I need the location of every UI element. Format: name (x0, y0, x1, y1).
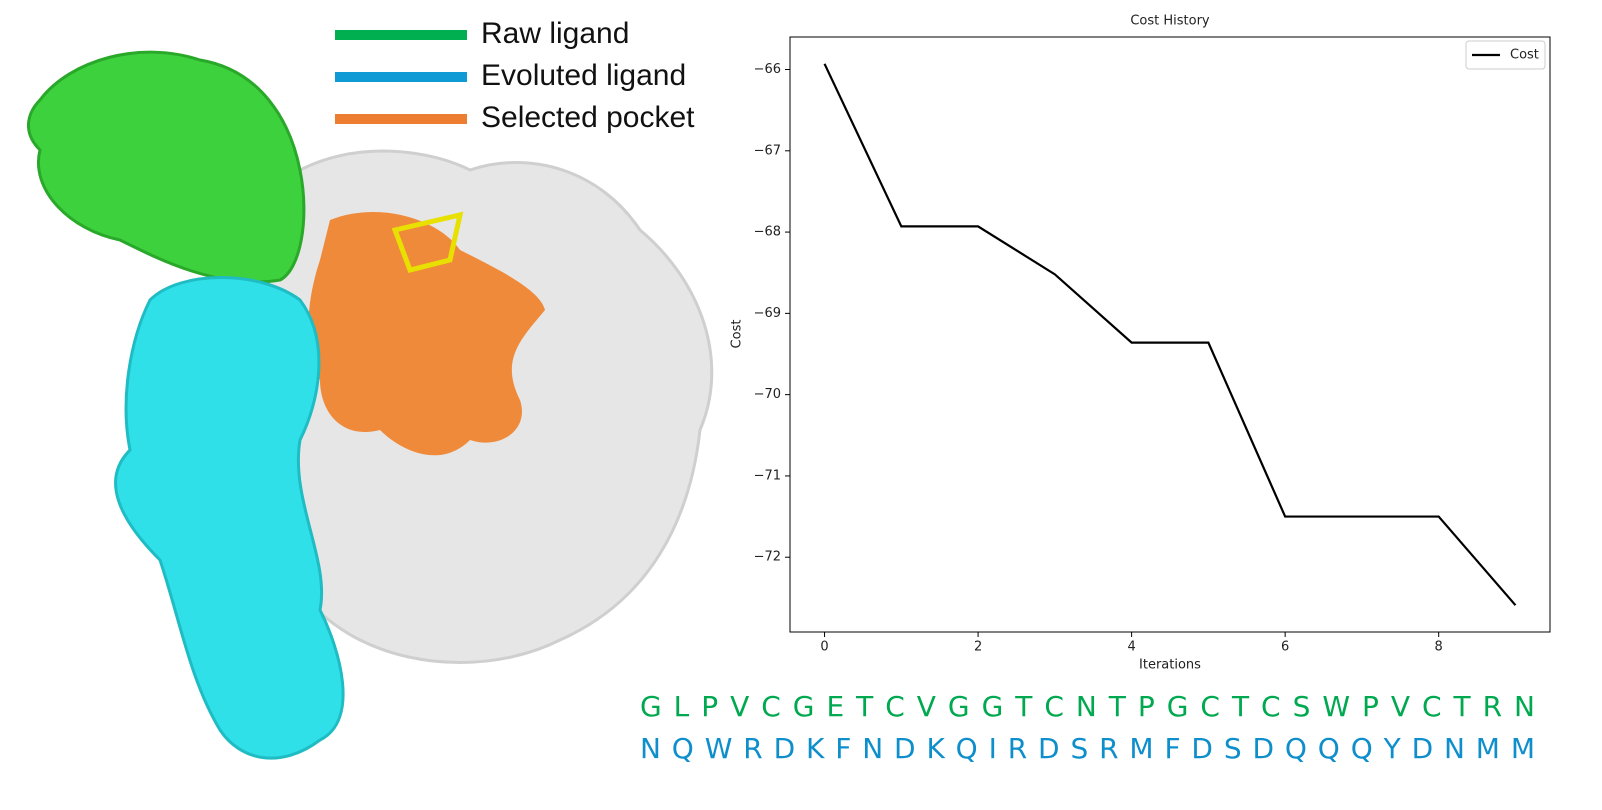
raw-ligand-surface (26, 50, 306, 284)
legend-label: Evoluted ligand (481, 59, 686, 92)
y-tick-label: −67 (754, 143, 781, 158)
x-tick-label: 6 (1281, 640, 1289, 655)
cost-line (823, 63, 1517, 606)
y-tick-label: −68 (754, 225, 781, 240)
x-axis-label: Iterations (1139, 658, 1201, 673)
y-tick-label: −72 (754, 550, 781, 565)
x-tick-label: 2 (974, 640, 982, 655)
evoluted-ligand-surface (114, 276, 345, 760)
y-tick-label: −69 (754, 306, 781, 321)
chart-title: Cost History (1130, 14, 1210, 29)
sequences: G L P V C G E T C V G G T C N T P G C T … (640, 690, 1535, 765)
sequence: N Q W R D K F N D K Q I R D S R M F D S … (640, 732, 1535, 765)
figure-legend: Raw ligand Evoluted ligand Selected pocket (335, 17, 695, 134)
x-tick-label: 4 (1127, 640, 1135, 655)
legend-box (1465, 40, 1546, 70)
ligand-sticks (391, 211, 464, 273)
sequence: G L P V C G E T C V G G T C N T P G C T … (640, 690, 1535, 723)
x-tick-label: 0 (820, 640, 828, 655)
y-tick-label: −71 (754, 468, 781, 483)
axes-frame (789, 36, 1551, 633)
x-tick-label: 8 (1435, 640, 1443, 655)
y-tick-label: −70 (754, 387, 781, 402)
y-axis-label: Cost (730, 320, 745, 349)
legend-label: Raw ligand (481, 17, 629, 50)
pocket-surface (308, 211, 545, 456)
legend-label: Cost (1510, 48, 1539, 63)
legend-label: Selected pocket (481, 101, 695, 134)
y-tick-label: −66 (754, 62, 781, 77)
molecule-image (26, 50, 714, 760)
